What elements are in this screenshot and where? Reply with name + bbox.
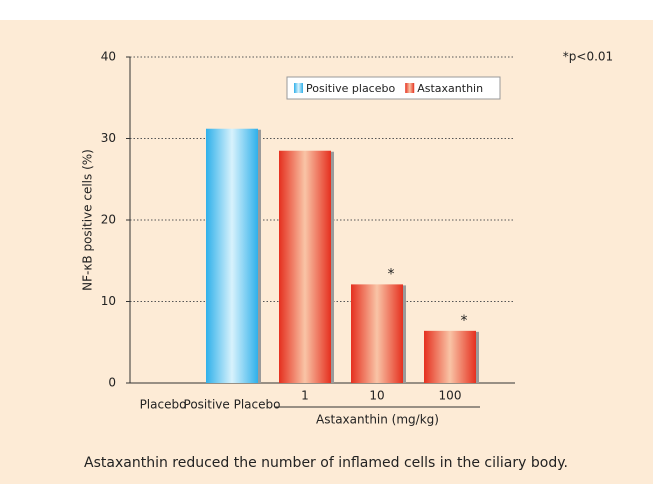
y-tick-label: 30 [101, 131, 116, 145]
y-tick-label: 40 [101, 50, 116, 64]
y-tick-label: 0 [108, 376, 116, 390]
bar [424, 330, 476, 383]
bar [279, 150, 331, 383]
y-axis-label: NF-κB positive cells (%) [81, 149, 95, 291]
legend-swatch [294, 83, 303, 93]
note: *p<0.01 [563, 50, 613, 64]
legend-box [286, 76, 501, 100]
significance-mark: * [388, 266, 395, 282]
legend-label: Positive placebo [306, 82, 395, 95]
legend-swatch [405, 83, 415, 93]
x-tick-label: Placebo [140, 398, 187, 412]
x-tick-label: 100 [439, 389, 462, 403]
group-label: Astaxanthin (mg/kg) [316, 413, 439, 427]
y-tick-label: 10 [101, 294, 116, 308]
x-tick-label: Positive Placebo [184, 398, 281, 412]
bar [351, 284, 403, 383]
y-tick-label: 20 [101, 213, 116, 227]
bar [206, 128, 258, 383]
x-tick-label: 10 [369, 389, 384, 403]
significance-mark: * [461, 313, 468, 329]
x-tick-label: 1 [301, 389, 309, 403]
caption: Astaxanthin reduced the number of inflam… [84, 455, 568, 471]
legend-label: Astaxanthin [417, 82, 483, 95]
